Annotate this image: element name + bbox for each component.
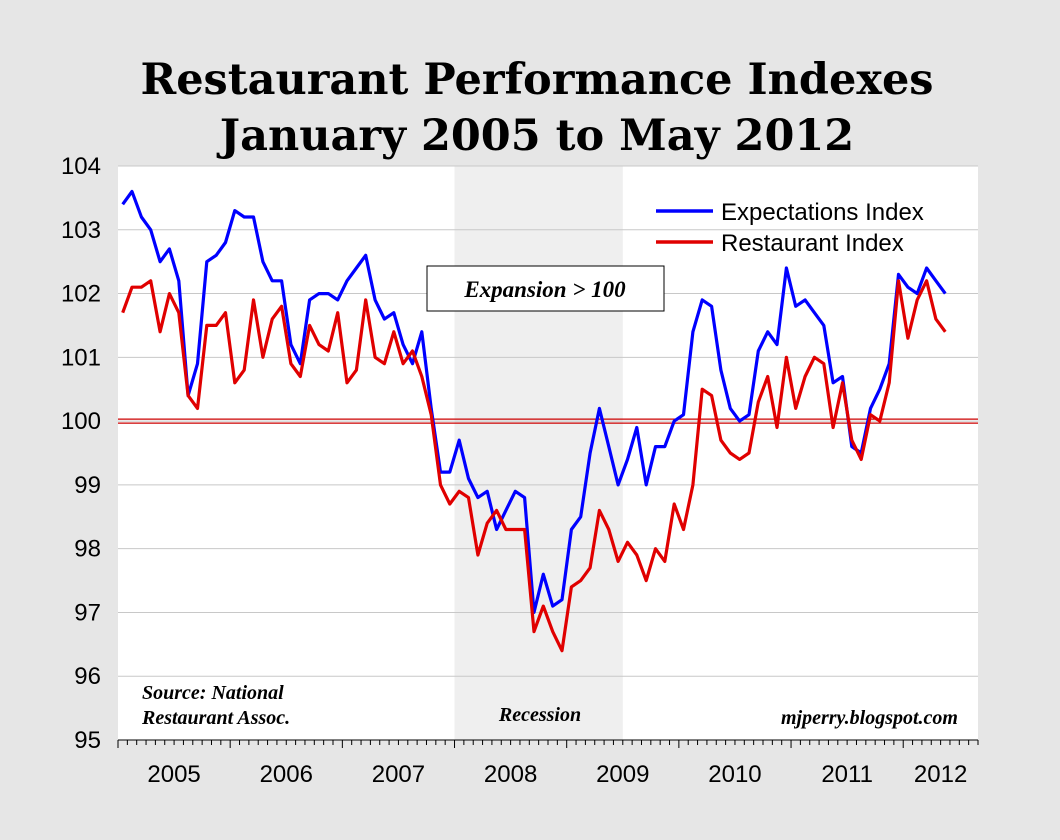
- x-tick-label: 2010: [708, 761, 761, 788]
- y-tick-label: 97: [74, 599, 101, 626]
- y-tick-label: 102: [61, 281, 101, 308]
- expansion-text: Expansion > 100: [463, 277, 626, 302]
- x-tick-label: 2011: [821, 761, 873, 788]
- recession-band: [454, 166, 623, 740]
- y-tick-label: 103: [61, 217, 101, 244]
- y-tick-label: 98: [74, 536, 101, 563]
- x-tick-label: 2006: [260, 761, 313, 788]
- legend: Expectations Index Restaurant Index: [656, 199, 924, 257]
- legend-label-expectations: Expectations Index: [721, 199, 924, 226]
- y-tick-label: 99: [74, 472, 101, 499]
- x-tick-labels: 2005 2006 2007 2008 2009 2010 2011 2012: [147, 761, 967, 788]
- y-tick-labels: 95 96 97 98 99 100 101 102 103 104: [61, 153, 101, 754]
- recession-label: Recession: [498, 704, 581, 726]
- chart-title: Restaurant Performance Indexes: [140, 55, 933, 105]
- x-tick-label: 2008: [484, 761, 537, 788]
- x-tick-label: 2007: [372, 761, 425, 788]
- y-tick-label: 95: [74, 727, 101, 754]
- series-line-expectations-index: [121, 189, 947, 615]
- expansion-annotation: Expansion > 100: [426, 265, 665, 312]
- x-tick-label: 2005: [147, 761, 200, 788]
- y-tick-label: 96: [74, 663, 101, 690]
- chart-subtitle: January 2005 to May 2012: [216, 111, 854, 161]
- source-line-1: Source: National: [142, 682, 284, 704]
- source-line-2: Restaurant Assoc.: [141, 707, 290, 729]
- x-tick-label: 2012: [914, 761, 967, 788]
- x-tick-marks: [117, 740, 979, 748]
- x-tick-label: 2009: [596, 761, 649, 788]
- series-line-restaurant-index: [121, 279, 947, 653]
- expansion-box: [426, 265, 665, 312]
- series-lines: [121, 189, 947, 653]
- legend-label-restaurant: Restaurant Index: [721, 230, 904, 257]
- gridlines: [118, 165, 978, 677]
- y-tick-label: 104: [61, 153, 101, 180]
- y-tick-label: 101: [61, 344, 101, 371]
- credit-label: mjperry.blogspot.com: [781, 707, 958, 729]
- y-tick-label: 100: [61, 408, 101, 435]
